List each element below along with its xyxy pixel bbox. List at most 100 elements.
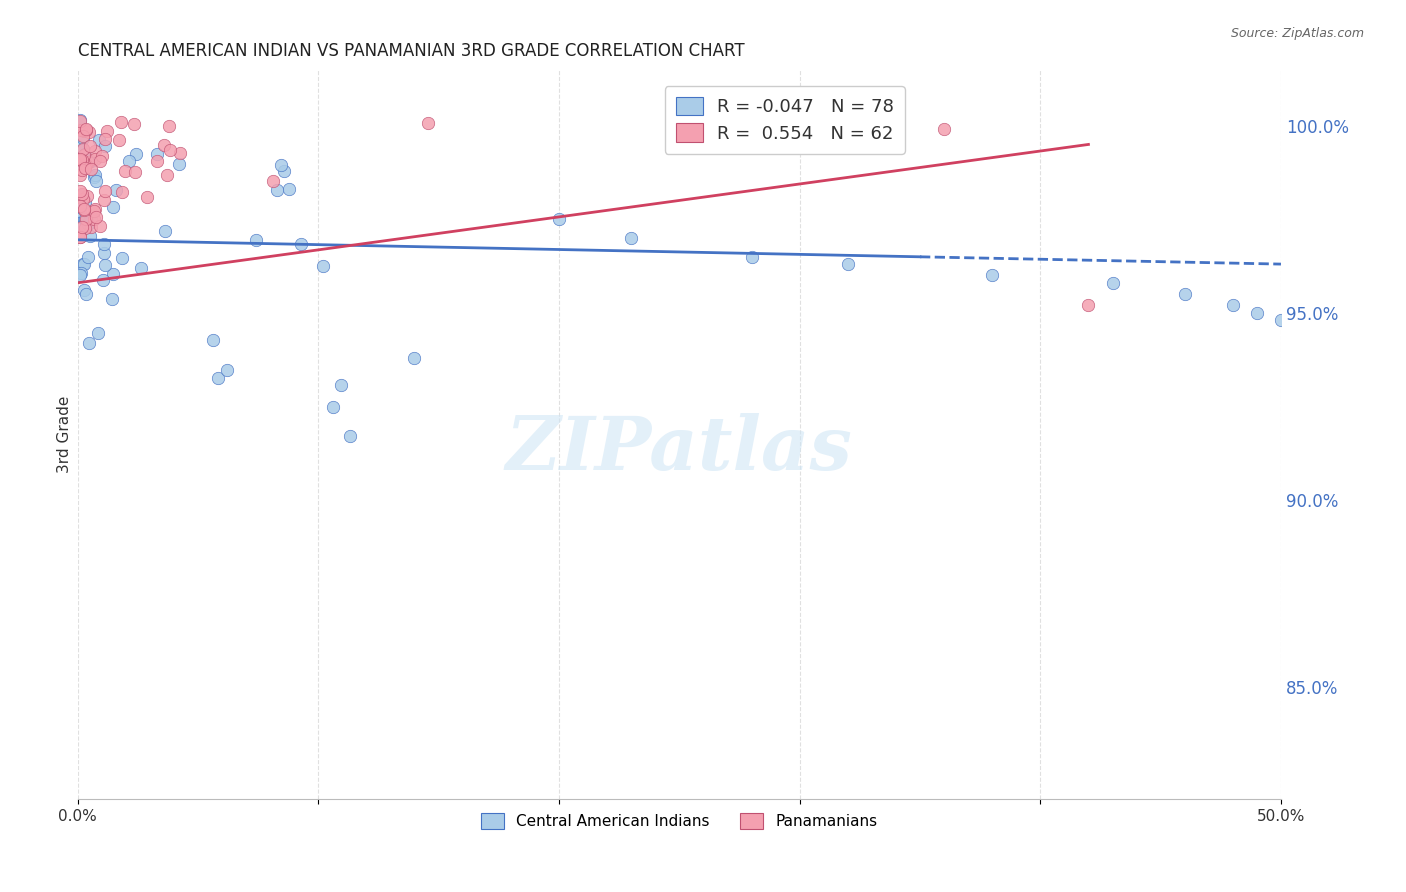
Point (1246, 306, 1268, 320)
Point (83, 204, 105, 219)
Point (278, 182, 301, 196)
Point (124, 165, 146, 179)
Point (76, 216, 98, 230)
Point (69, 230, 91, 244)
Point (73, 211, 96, 226)
Point (72, 162, 94, 177)
Point (402, 351, 425, 366)
Point (84, 202, 107, 216)
Point (72, 283, 94, 297)
Point (110, 115, 132, 129)
Point (80, 162, 103, 177)
Point (101, 200, 124, 214)
Point (83, 152, 105, 166)
Point (69, 152, 91, 166)
Point (69, 184, 91, 198)
Point (103, 268, 125, 282)
Point (79, 139, 101, 153)
Point (94, 184, 117, 198)
Point (107, 133, 129, 147)
Point (75, 211, 97, 226)
Point (266, 184, 288, 198)
Point (73, 148, 96, 162)
Point (69, 114, 91, 128)
Point (72, 131, 94, 145)
Point (548, 212, 571, 227)
Point (89, 133, 111, 147)
Point (330, 378, 353, 392)
Point (70, 186, 93, 201)
Point (80, 153, 103, 168)
Point (135, 190, 157, 204)
Text: Source: ZipAtlas.com: Source: ZipAtlas.com (1230, 27, 1364, 40)
Point (83, 170, 105, 185)
Point (77, 250, 100, 264)
Point (104, 183, 127, 197)
Point (75, 161, 97, 176)
Point (69, 113, 91, 128)
Point (77, 125, 100, 139)
Point (70, 219, 93, 234)
Point (1101, 276, 1123, 290)
Point (89, 153, 111, 168)
Text: ZIPatlas: ZIPatlas (506, 413, 853, 485)
Text: CENTRAL AMERICAN INDIAN VS PANAMANIAN 3RD GRADE CORRELATION CHART: CENTRAL AMERICAN INDIAN VS PANAMANIAN 3R… (77, 42, 744, 60)
Point (153, 224, 176, 238)
Point (84, 210, 107, 224)
Point (83, 211, 105, 226)
Point (270, 157, 292, 171)
Point (69, 153, 91, 168)
Point (72, 219, 94, 234)
Point (80, 219, 103, 234)
Point (69, 204, 91, 219)
Point (69, 268, 91, 282)
Point (73, 123, 96, 137)
Point (932, 122, 955, 136)
Point (118, 153, 141, 168)
Point (69, 199, 91, 213)
Point (91, 272, 114, 286)
Legend: Central American Indians, Panamanians: Central American Indians, Panamanians (475, 806, 884, 835)
Point (311, 259, 333, 273)
Point (156, 168, 179, 182)
Point (75, 122, 97, 136)
Point (77, 336, 100, 351)
Point (73, 202, 96, 217)
Point (1270, 313, 1292, 327)
Point (245, 233, 267, 247)
Point (76, 155, 98, 169)
Point (72, 142, 94, 156)
Point (70, 266, 93, 280)
Point (72, 257, 94, 271)
Point (93, 132, 115, 146)
Point (114, 164, 136, 178)
Point (741, 250, 763, 264)
Point (70, 161, 93, 176)
Point (72, 142, 94, 156)
Point (416, 116, 439, 130)
Point (84, 173, 107, 187)
Point (111, 185, 134, 199)
Point (76, 189, 98, 203)
Point (159, 143, 181, 157)
Point (159, 119, 181, 133)
Point (167, 157, 190, 171)
Point (86, 326, 108, 340)
Point (76, 217, 98, 231)
Point (207, 371, 229, 385)
Point (169, 145, 191, 160)
Point (73, 202, 96, 216)
Point (202, 334, 225, 348)
Point (69, 123, 91, 137)
Point (1174, 287, 1197, 301)
Point (129, 260, 152, 275)
Point (215, 363, 238, 377)
Point (84, 144, 107, 158)
Point (69, 153, 91, 168)
Point (125, 147, 148, 161)
Point (75, 287, 97, 301)
Point (339, 428, 361, 442)
Point (111, 251, 134, 265)
Point (72, 257, 94, 271)
Point (1222, 298, 1244, 312)
